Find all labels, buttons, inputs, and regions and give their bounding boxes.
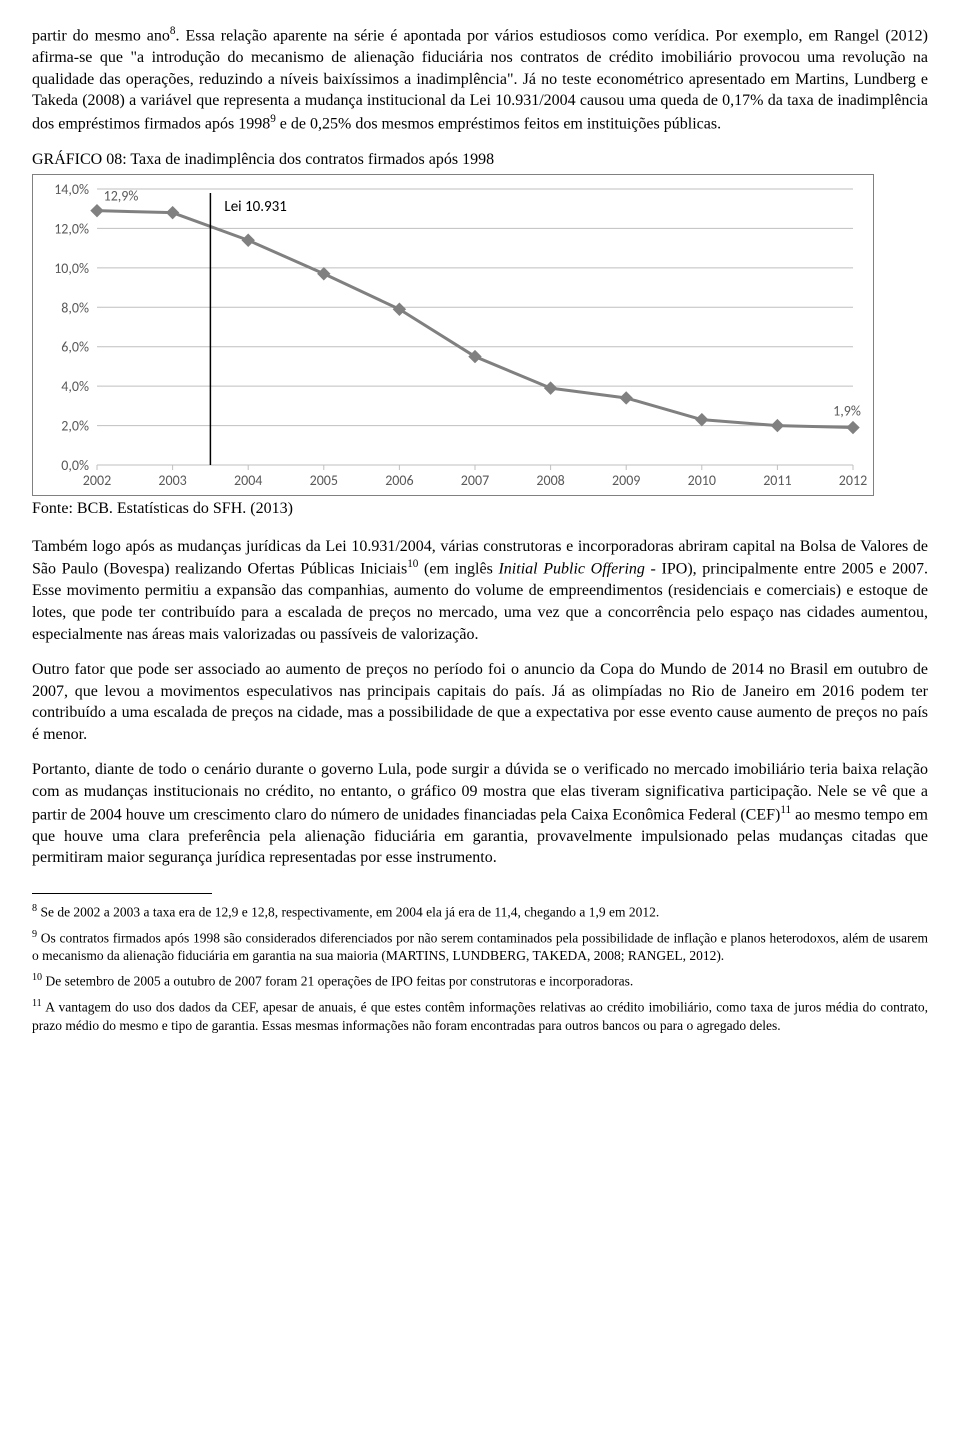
svg-text:2010: 2010 xyxy=(688,472,716,489)
svg-text:4,0%: 4,0% xyxy=(61,378,89,395)
svg-text:12,9%: 12,9% xyxy=(104,188,139,205)
footnotes-separator xyxy=(32,893,212,894)
svg-text:2008: 2008 xyxy=(536,472,564,489)
svg-text:Lei 10.931: Lei 10.931 xyxy=(224,198,286,216)
svg-text:2002: 2002 xyxy=(83,472,111,489)
text-italic: Initial Public Offering xyxy=(498,561,644,578)
footnote-9: 9 Os contratos firmados após 1998 são co… xyxy=(32,928,928,966)
svg-text:2011: 2011 xyxy=(763,472,791,489)
footnote-text: Se de 2002 a 2003 a taxa era de 12,9 e 1… xyxy=(37,904,659,919)
footnote-11: 11 A vantagem do uso dos dados da CEF, a… xyxy=(32,997,928,1035)
paragraph-2: Também logo após as mudanças jurídicas d… xyxy=(32,536,928,645)
footnote-text: De setembro de 2005 a outubro de 2007 fo… xyxy=(42,974,633,989)
footnote-text: Os contratos firmados após 1998 são cons… xyxy=(32,930,928,963)
footnotes: 8 Se de 2002 a 2003 a taxa era de 12,9 e… xyxy=(32,902,928,1035)
paragraph-4: Portanto, diante de todo o cenário duran… xyxy=(32,759,928,868)
svg-text:2003: 2003 xyxy=(158,472,186,489)
svg-text:1,9%: 1,9% xyxy=(833,403,861,420)
footnote-num: 10 xyxy=(32,972,42,983)
svg-text:8,0%: 8,0% xyxy=(61,300,89,317)
footnote-num: 11 xyxy=(32,998,42,1009)
svg-text:2005: 2005 xyxy=(310,472,338,489)
svg-text:14,0%: 14,0% xyxy=(54,181,89,198)
footnote-10: 10 De setembro de 2005 a outubro de 2007… xyxy=(32,971,928,991)
chart-grafico-08: 0,0%2,0%4,0%6,0%8,0%10,0%12,0%14,0%20022… xyxy=(32,174,874,496)
text: (em inglês xyxy=(418,561,498,578)
footnote-ref-10: 10 xyxy=(407,558,418,570)
svg-text:6,0%: 6,0% xyxy=(61,339,89,356)
chart-svg: 0,0%2,0%4,0%6,0%8,0%10,0%12,0%14,0%20022… xyxy=(33,175,873,495)
chart-source: Fonte: BCB. Estatísticas do SFH. (2013) xyxy=(32,498,928,520)
text: partir do mesmo ano xyxy=(32,27,170,44)
svg-text:10,0%: 10,0% xyxy=(54,260,89,277)
paragraph-3: Outro fator que pode ser associado ao au… xyxy=(32,659,928,745)
svg-text:2004: 2004 xyxy=(234,472,262,489)
svg-text:2009: 2009 xyxy=(612,472,640,489)
svg-text:2007: 2007 xyxy=(461,472,489,489)
svg-text:12,0%: 12,0% xyxy=(54,221,89,238)
svg-text:2,0%: 2,0% xyxy=(61,418,89,435)
paragraph-1: partir do mesmo ano8. Essa relação apare… xyxy=(32,24,928,135)
footnote-text: A vantagem do uso dos dados da CEF, apes… xyxy=(32,1000,928,1033)
svg-text:2006: 2006 xyxy=(385,472,413,489)
footnote-ref-11: 11 xyxy=(780,804,791,816)
svg-text:2012: 2012 xyxy=(839,472,867,489)
text: e de 0,25% dos mesmos empréstimos feitos… xyxy=(276,115,721,132)
chart-title: GRÁFICO 08: Taxa de inadimplência dos co… xyxy=(32,149,928,171)
footnote-8: 8 Se de 2002 a 2003 a taxa era de 12,9 e… xyxy=(32,902,928,922)
